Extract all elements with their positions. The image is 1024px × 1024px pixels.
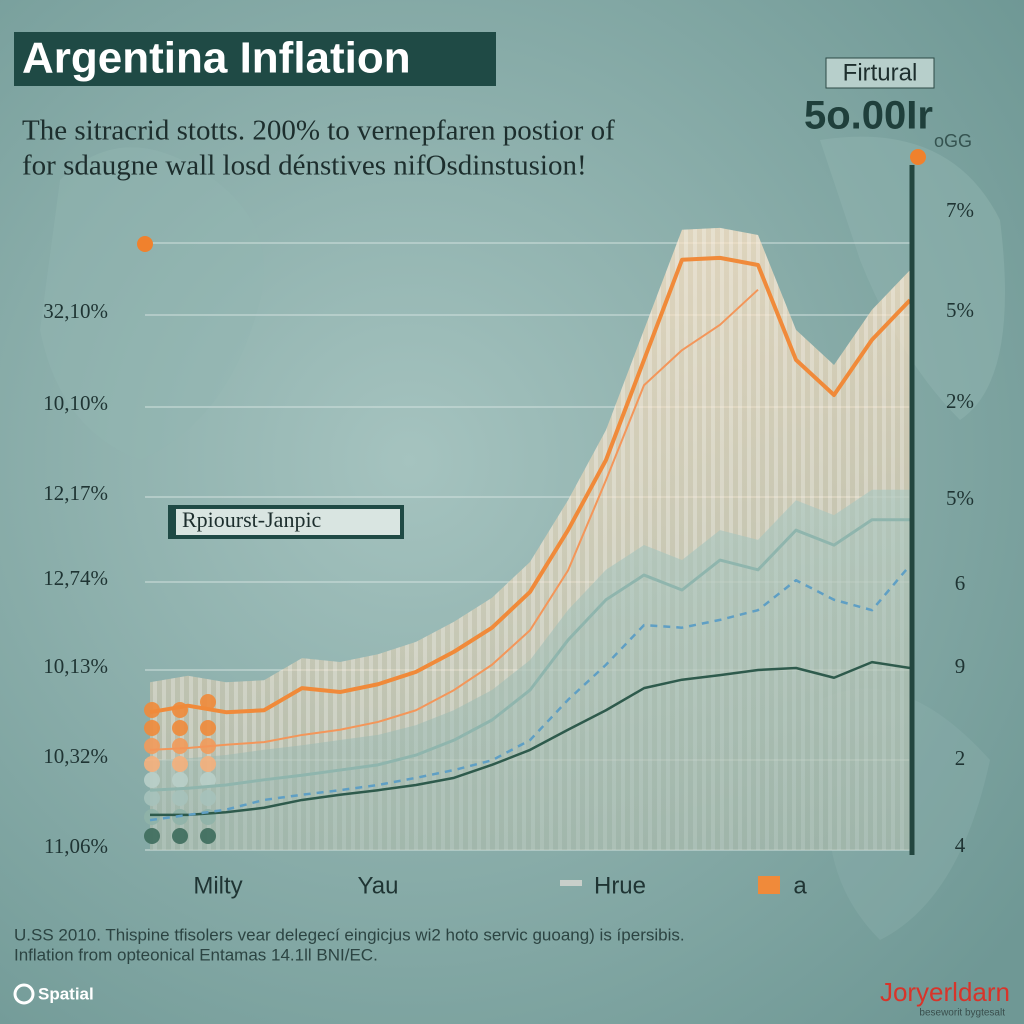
footnote: Inflation from opteonical Entamas 14.1ll…: [14, 945, 378, 964]
legend-label: a: [793, 872, 807, 899]
decor-dot: [137, 236, 153, 252]
subtitle: The sitracrid stotts. 200% to vernepfare…: [22, 115, 615, 147]
logo-left: Spatial: [38, 984, 94, 1003]
y-tick-label: 12,74%: [43, 566, 108, 590]
y2-tick-label: 6: [955, 571, 966, 595]
y2-tick-label: 5%: [946, 486, 974, 510]
series-line: [150, 660, 911, 817]
y2-tick-label: 9: [955, 654, 966, 678]
area-fill: [150, 489, 910, 850]
decor-dot: [172, 772, 188, 788]
decor-dot: [200, 828, 216, 844]
corner-label-box: [825, 57, 935, 89]
decor-dot: [172, 756, 188, 772]
decor-dot: [200, 720, 216, 736]
series-line: [149, 288, 759, 751]
footnote: U.SS 2010. Thispine tfisolers vear deleg…: [14, 925, 685, 944]
decor-dot: [172, 720, 188, 736]
y2-tick-label: 2: [955, 746, 966, 770]
decor-dot: [172, 738, 188, 754]
legend-label: Milty: [193, 872, 242, 899]
corner-label: Firtural: [843, 59, 918, 86]
legend-swatch: [758, 876, 780, 894]
decor-dot: [144, 756, 160, 772]
legend-label: Hrue: [594, 872, 646, 899]
decor-dot: [144, 720, 160, 736]
corner-note: oGG: [934, 131, 972, 151]
y2-tick-label: 4: [955, 833, 966, 857]
y-tick-label: 11,06%: [44, 834, 108, 858]
y-tick-label: 10,13%: [43, 654, 108, 678]
decor-dot: [144, 772, 160, 788]
decor-dot: [172, 790, 188, 806]
decor-dot: [200, 790, 216, 806]
y-tick-label: 10,10%: [43, 391, 108, 415]
decor-dot: [144, 828, 160, 844]
subtitle: for sdaugne wall losd dénstives nifOsdin…: [22, 150, 587, 182]
series-line: [149, 564, 911, 822]
decor-dot: [200, 694, 216, 710]
decor-dot: [144, 738, 160, 754]
logo-right-sub: beseworit bygtesalt: [919, 1008, 1005, 1019]
decor-dot: [172, 828, 188, 844]
legend-swatch: [560, 880, 582, 886]
decor-dot: [200, 756, 216, 772]
y-tick-label: 10,32%: [43, 744, 108, 768]
y2-tick-label: 5%: [946, 298, 974, 322]
title-box: [14, 32, 496, 86]
logo-icon: [13, 983, 35, 1005]
corner-value: 5o.00Ir: [804, 94, 933, 138]
annotation-inner: [176, 509, 400, 535]
decor-dot: [910, 149, 926, 165]
y2-tick-label: 7%: [946, 198, 974, 222]
y-tick-label: 32,10%: [43, 299, 108, 323]
annotation: Rpiourst-Janpic: [182, 507, 322, 532]
y2-tick-label: 2%: [946, 389, 974, 413]
legend-label: Yau: [358, 872, 399, 899]
decor-dot: [144, 790, 160, 806]
decor-dot: [144, 809, 160, 825]
map-shape: [40, 147, 264, 460]
chart-title: Argentina Inflation: [22, 34, 411, 83]
plot-area: 32,10% 10,10% 12,17% 12,74% 10,13% 10,32% 11,0…: [43, 198, 974, 858]
series-line: [149, 255, 912, 715]
y-tick-label: 12,17%: [43, 481, 108, 505]
logo-right: Joryerldarn: [880, 977, 1010, 1007]
series-line: [149, 518, 910, 792]
decor-dot: [200, 772, 216, 788]
